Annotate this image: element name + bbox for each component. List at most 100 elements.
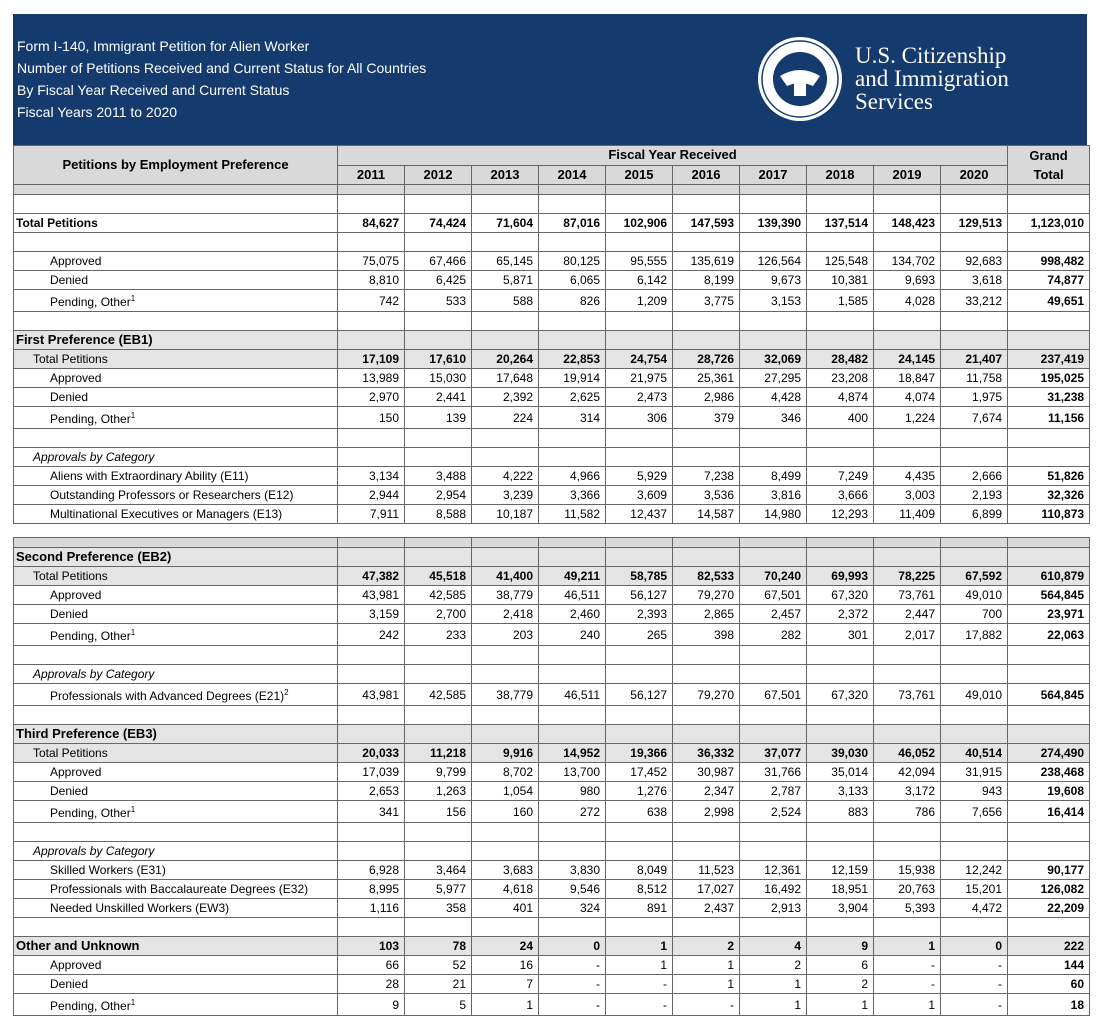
value-cell: 3,366 — [538, 485, 606, 505]
value-cell: 78,225 — [873, 566, 941, 586]
year-header: 2017 — [739, 164, 807, 185]
empty-cell — [672, 645, 740, 665]
value-cell: - — [538, 993, 606, 1016]
empty-cell — [13, 822, 338, 842]
value-cell: 1,585 — [806, 289, 874, 312]
value-cell: 3,904 — [806, 898, 874, 918]
empty-cell — [605, 428, 673, 448]
value-cell: 139,390 — [739, 213, 807, 233]
value-cell: 20,264 — [471, 349, 539, 369]
value-cell: 38,779 — [471, 585, 539, 605]
empty-cell — [13, 705, 338, 725]
empty-cell — [739, 841, 807, 861]
empty-cell — [739, 447, 807, 467]
empty-cell — [404, 664, 472, 684]
table-row: Approved 17,039 9,799 8,702 13,700 17,452 30,9… — [13, 762, 1090, 782]
value-cell: 2,437 — [672, 898, 740, 918]
value-cell: 4,435 — [873, 466, 941, 486]
empty-cell — [739, 705, 807, 725]
empty-cell — [739, 311, 807, 331]
empty-cell — [739, 428, 807, 448]
row-label: Denied — [13, 270, 338, 290]
empty-cell — [739, 917, 807, 937]
empty-cell — [337, 537, 405, 548]
value-cell: 42,094 — [873, 762, 941, 782]
value-cell: 13,700 — [538, 762, 606, 782]
table-row: First Preference (EB1) — [13, 330, 1091, 350]
empty-cell — [538, 547, 606, 567]
empty-cell — [538, 447, 606, 467]
row-label: Pending, Other1 — [13, 993, 338, 1016]
value-cell: 533 — [404, 289, 472, 312]
empty-cell — [538, 917, 606, 937]
empty-cell — [1007, 184, 1091, 195]
value-cell: 4,966 — [538, 466, 606, 486]
table-row: Other and Unknown 103 78 24 0 1 2 4 9 1 0 222 — [13, 936, 1090, 956]
value-cell: 4,028 — [873, 289, 941, 312]
value-cell: 11,218 — [404, 743, 472, 763]
value-cell: 1 — [471, 993, 539, 1016]
value-cell: 67,592 — [940, 566, 1008, 586]
empty-cell — [1007, 311, 1091, 331]
empty-cell — [873, 822, 941, 842]
value-cell: 9,916 — [471, 743, 539, 763]
value-cell: 8,499 — [739, 466, 807, 486]
value-cell: - — [538, 955, 606, 975]
empty-cell — [873, 705, 941, 725]
empty-cell — [337, 311, 405, 331]
table-row: Denied 2,970 2,441 2,392 2,625 2,473 2,986 4,42… — [13, 387, 1091, 407]
empty-cell — [337, 447, 405, 467]
value-cell: 8,995 — [337, 879, 405, 899]
empty-cell — [471, 724, 539, 744]
value-cell: 5,929 — [605, 466, 673, 486]
empty-cell — [940, 664, 1008, 684]
row-label-text: Total Petitions — [33, 352, 108, 366]
empty-cell — [404, 428, 472, 448]
value-cell: 265 — [605, 623, 673, 646]
value-cell: 242 — [337, 623, 405, 646]
empty-cell — [940, 547, 1008, 567]
empty-cell — [337, 194, 405, 214]
value-cell: 4,874 — [806, 387, 874, 407]
value-cell: 80,125 — [538, 251, 606, 271]
empty-cell — [940, 537, 1008, 548]
empty-cell — [337, 232, 405, 252]
value-cell: 8,702 — [471, 762, 539, 782]
empty-cell — [739, 724, 807, 744]
empty-cell — [538, 705, 606, 725]
empty-cell — [337, 330, 405, 350]
empty-cell — [471, 822, 539, 842]
value-cell: 45,518 — [404, 566, 472, 586]
row-label: Outstanding Professors or Researchers (E… — [13, 485, 338, 505]
row-label-text: Needed Unskilled Workers (EW3) — [50, 901, 230, 915]
value-cell: 2,457 — [739, 604, 807, 624]
spacer-row — [13, 705, 1090, 725]
value-cell: 9 — [806, 936, 874, 956]
grand-total-cell: 144 — [1007, 955, 1090, 975]
row-label: Pending, Other1 — [13, 800, 338, 823]
value-cell: - — [605, 974, 673, 994]
empty-cell — [538, 330, 606, 350]
value-cell: 17,039 — [337, 762, 405, 782]
empty-cell — [471, 330, 539, 350]
year-header: 2011 — [337, 164, 405, 185]
year-header: 2013 — [471, 164, 539, 185]
empty-cell — [471, 664, 539, 684]
value-cell: 67,501 — [739, 683, 807, 706]
table-row: Third Preference (EB3) — [13, 724, 1090, 744]
row-label-text: Second Preference (EB2) — [16, 549, 172, 564]
empty-cell — [940, 822, 1008, 842]
total-header: Grand Total — [1007, 145, 1091, 185]
row-label-text: Pending, Other — [50, 806, 131, 820]
value-cell: 17,109 — [337, 349, 405, 369]
value-cell: 134,702 — [873, 251, 941, 271]
grand-total-cell: 222 — [1007, 936, 1090, 956]
value-cell: 147,593 — [672, 213, 740, 233]
row-label: Total Petitions — [13, 743, 338, 763]
value-cell: 21,975 — [605, 368, 673, 388]
value-cell: 2,865 — [672, 604, 740, 624]
row-label: Needed Unskilled Workers (EW3) — [13, 898, 338, 918]
empty-cell — [672, 311, 740, 331]
value-cell: 891 — [605, 898, 673, 918]
